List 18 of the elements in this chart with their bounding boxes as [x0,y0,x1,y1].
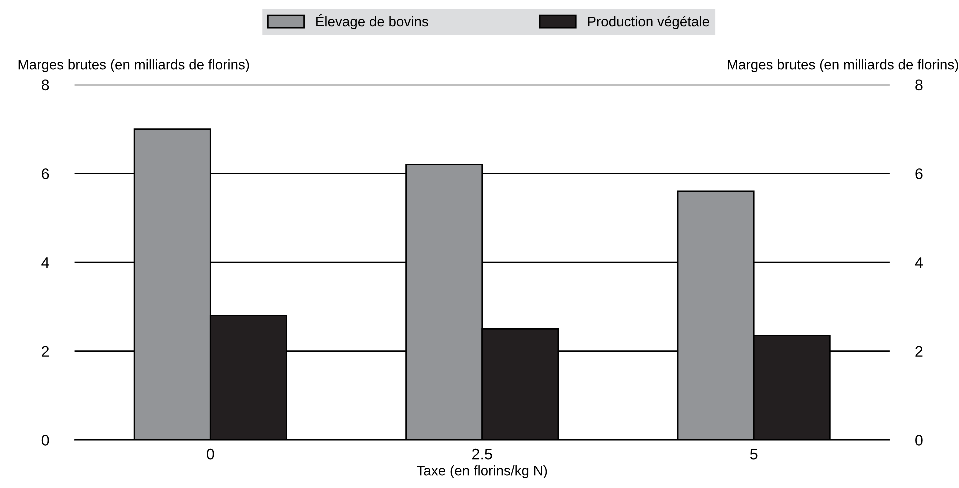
y2-tick-label: 8 [916,80,923,91]
legend-label: Élevage de bovins [316,14,428,30]
y-tick-label: 8 [42,80,50,91]
x-axis-title: Taxe (en florins/kg N) [417,466,548,478]
y2-tick-label: 4 [915,258,923,268]
y-tick-label: 6 [42,168,50,180]
x-tick-label: 2.5 [472,448,492,460]
y2-tick-label: 2 [916,346,923,357]
y-axis-title: Marges brutes (en milliards de florins) [18,60,250,72]
y-tick-label: 4 [42,258,50,268]
y2-tick-label: 0 [916,435,923,446]
y-tick-label: 2 [42,346,50,357]
x-tick-label: 0 [207,448,214,460]
y2-tick-label: 6 [916,168,923,180]
x-tick-label: 5 [750,449,758,460]
y2-axis-title: Marges brutes (en milliards de florins) [728,60,958,72]
y-tick-label: 0 [42,435,50,446]
legend-label: Production végétale [588,16,710,30]
